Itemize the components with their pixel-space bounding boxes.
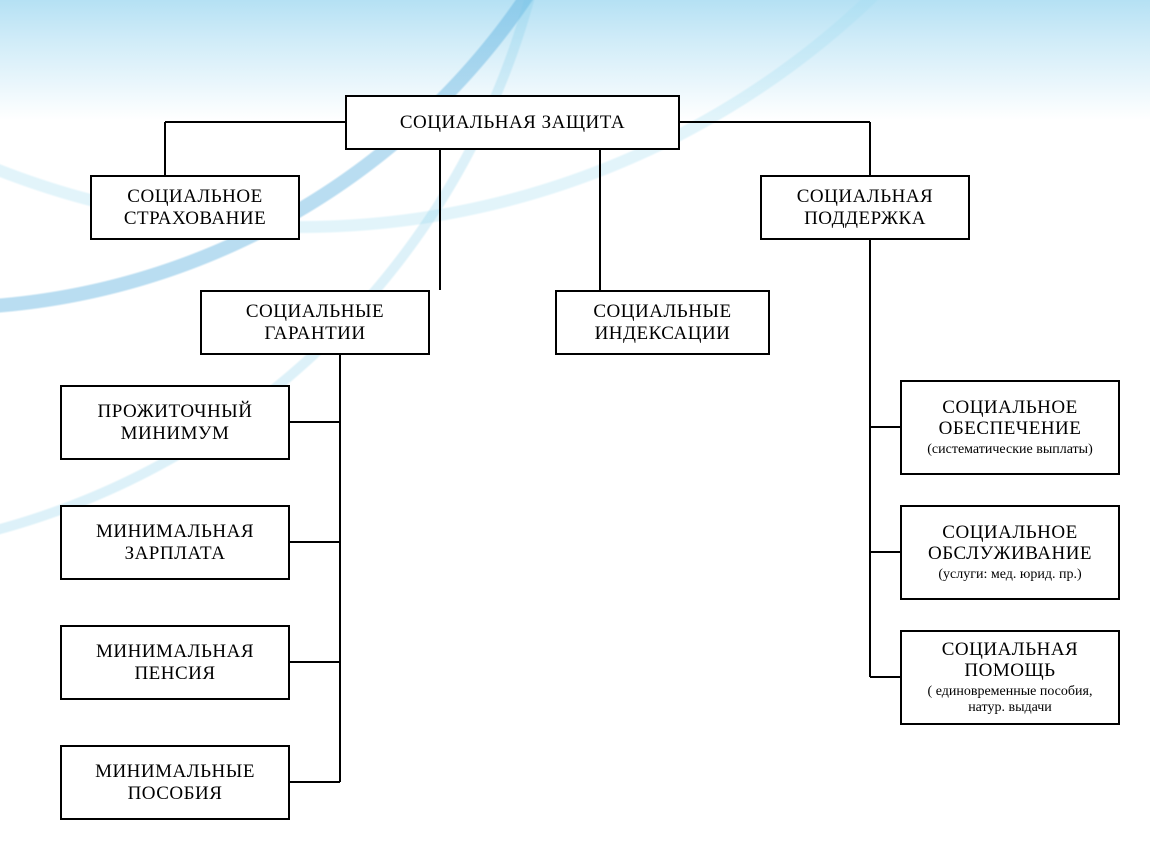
node-social-security: СОЦИАЛЬНОЕ ОБЕСПЕЧЕНИЕ (систематические … (900, 380, 1120, 475)
node-label: СОЦИАЛЬНАЯ ПОДДЕРЖКА (772, 186, 958, 230)
node-label: СОЦИАЛЬНОЕ ОБСЛУЖИВАНИЕ (912, 522, 1108, 566)
node-label: СОЦИАЛЬНЫЕ ГАРАНТИИ (212, 301, 418, 345)
node-label: СОЦИАЛЬНОЕ СТРАХОВАНИЕ (102, 186, 288, 230)
node-minimum-benefits: МИНИМАЛЬНЫЕ ПОСОБИЯ (60, 745, 290, 820)
slide-stage: { "diagram": { "type": "tree", "backgrou… (0, 0, 1150, 864)
node-minimum-wage: МИНИМАЛЬНАЯ ЗАРПЛАТА (60, 505, 290, 580)
org-chart-diagram: СОЦИАЛЬНАЯ ЗАЩИТА СОЦИАЛЬНОЕ СТРАХОВАНИЕ… (0, 0, 1150, 864)
node-social-guarantees: СОЦИАЛЬНЫЕ ГАРАНТИИ (200, 290, 430, 355)
node-social-help: СОЦИАЛЬНАЯ ПОМОЩЬ ( единовременные пособ… (900, 630, 1120, 725)
node-sublabel: (систематические выплаты) (927, 442, 1093, 458)
node-label: МИНИМАЛЬНАЯ ПЕНСИЯ (72, 641, 278, 685)
node-label: ПРОЖИТОЧНЫЙ МИНИМУМ (72, 401, 278, 445)
node-label: МИНИМАЛЬНАЯ ЗАРПЛАТА (72, 521, 278, 565)
node-social-support: СОЦИАЛЬНАЯ ПОДДЕРЖКА (760, 175, 970, 240)
node-label: СОЦИАЛЬНАЯ ЗАЩИТА (400, 112, 625, 134)
node-living-minimum: ПРОЖИТОЧНЫЙ МИНИМУМ (60, 385, 290, 460)
node-sublabel: (услуги: мед. юрид. пр.) (938, 567, 1081, 583)
node-sublabel: ( единовременные пособия, натур. выдачи (912, 684, 1108, 716)
node-label: МИНИМАЛЬНЫЕ ПОСОБИЯ (72, 761, 278, 805)
node-minimum-pension: МИНИМАЛЬНАЯ ПЕНСИЯ (60, 625, 290, 700)
node-social-insurance: СОЦИАЛЬНОЕ СТРАХОВАНИЕ (90, 175, 300, 240)
node-label: СОЦИАЛЬНЫЕ ИНДЕКСАЦИИ (567, 301, 758, 345)
node-root-social-protection: СОЦИАЛЬНАЯ ЗАЩИТА (345, 95, 680, 150)
node-social-service: СОЦИАЛЬНОЕ ОБСЛУЖИВАНИЕ (услуги: мед. юр… (900, 505, 1120, 600)
node-social-indexation: СОЦИАЛЬНЫЕ ИНДЕКСАЦИИ (555, 290, 770, 355)
node-label: СОЦИАЛЬНАЯ ПОМОЩЬ (912, 639, 1108, 683)
node-label: СОЦИАЛЬНОЕ ОБЕСПЕЧЕНИЕ (912, 397, 1108, 441)
